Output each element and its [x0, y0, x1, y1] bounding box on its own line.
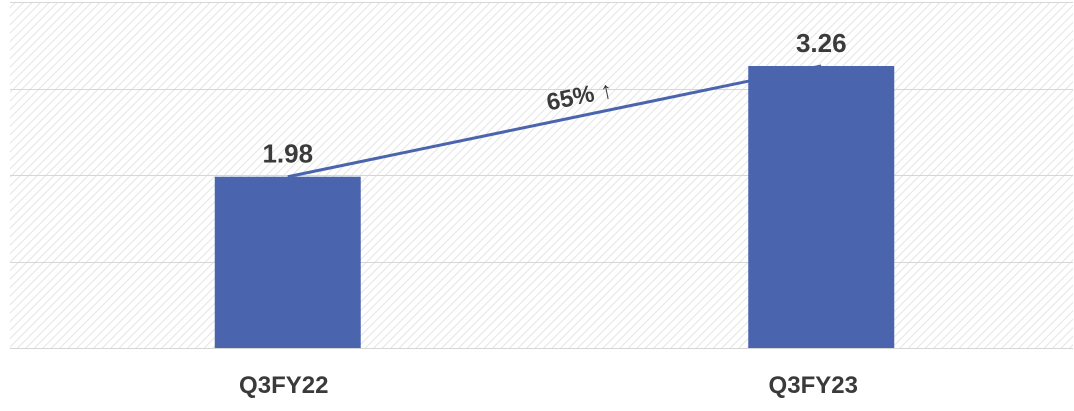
- gridlines: [10, 2, 1073, 349]
- trend: 65% ↑: [287, 64, 822, 179]
- bar: [214, 176, 361, 348]
- bars: [214, 66, 895, 348]
- x-tick-label: Q3FY23: [769, 372, 858, 399]
- data-label: 1.98: [262, 139, 313, 169]
- data-label: 3.26: [796, 28, 847, 58]
- x-tick-label: Q3FY22: [239, 372, 328, 399]
- trend-line: [287, 64, 822, 179]
- bar: [748, 66, 895, 348]
- labels: 1.98 Q3FY22 3.26 Q3FY23: [239, 28, 858, 399]
